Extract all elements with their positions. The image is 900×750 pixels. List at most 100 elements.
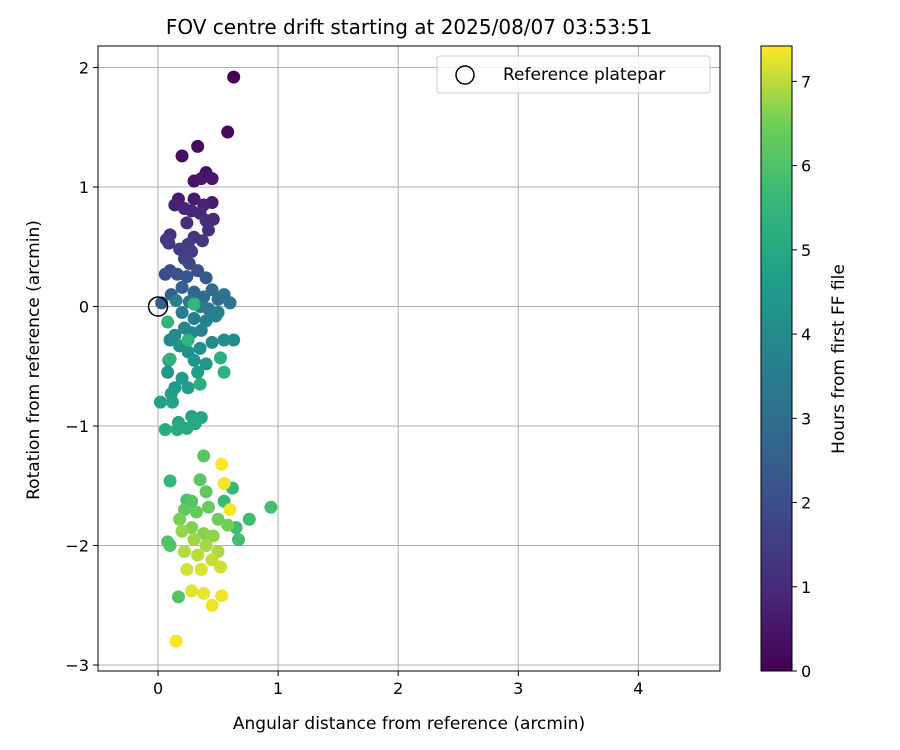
colorbar-tick-label: 0 <box>801 662 811 681</box>
data-point <box>171 590 185 604</box>
colorbar-tick-label: 3 <box>801 409 811 428</box>
data-point <box>180 216 194 230</box>
data-point <box>217 476 231 490</box>
data-point <box>187 311 201 325</box>
data-point <box>181 333 195 347</box>
data-point <box>205 335 219 349</box>
data-point <box>165 395 179 409</box>
colorbar-tick-label: 2 <box>801 494 811 513</box>
data-point <box>163 474 177 488</box>
data-point <box>213 560 227 574</box>
data-point <box>177 544 191 558</box>
y-tick-label: 1 <box>79 178 89 197</box>
data-point <box>227 70 241 84</box>
colorbar-tick-label: 4 <box>801 325 811 344</box>
data-point <box>158 267 172 281</box>
data-point <box>206 529 220 543</box>
chart-title: FOV centre drift starting at 2025/08/07 … <box>166 15 652 39</box>
data-point <box>187 192 201 206</box>
data-point <box>163 539 177 553</box>
data-point <box>209 309 223 323</box>
data-point <box>205 598 219 612</box>
data-point <box>187 533 201 547</box>
y-axis-label: Rotation from reference (arcmin) <box>24 220 44 500</box>
data-point <box>223 296 237 310</box>
data-point <box>169 294 183 308</box>
data-point <box>217 333 231 347</box>
data-point <box>215 589 229 603</box>
data-point <box>181 381 195 395</box>
data-point <box>231 533 245 547</box>
plot-frame <box>97 45 721 672</box>
data-point <box>180 421 194 435</box>
y-tick-label: −3 <box>65 656 89 675</box>
data-point <box>163 333 177 347</box>
data-point <box>213 351 227 365</box>
data-point <box>161 315 175 329</box>
data-point <box>185 584 199 598</box>
legend-marker-reference <box>455 65 475 85</box>
colorbar-label: Hours from first FF file <box>829 264 849 454</box>
data-point <box>173 512 187 526</box>
data-point <box>215 457 229 471</box>
x-axis-ticks: 0 1 2 3 4 <box>153 671 643 698</box>
y-tick-label: 2 <box>79 59 89 78</box>
x-axis-label: Angular distance from reference (arcmin) <box>233 714 585 734</box>
data-point <box>223 503 237 517</box>
legend: Reference platepar <box>436 55 711 94</box>
colorbar-gradient <box>760 45 793 672</box>
data-point <box>205 172 219 186</box>
data-point <box>175 149 189 163</box>
colorbar-tick-label: 1 <box>801 578 811 597</box>
data-point <box>197 449 211 463</box>
reference-marker <box>147 296 169 317</box>
legend-box <box>436 55 711 94</box>
data-point <box>191 365 205 379</box>
scatter-points <box>153 70 278 648</box>
data-point <box>189 505 203 519</box>
data-point <box>193 473 207 487</box>
data-point <box>221 518 235 532</box>
data-point <box>242 512 256 526</box>
data-point <box>211 512 225 526</box>
data-point <box>199 539 213 553</box>
data-point <box>187 353 201 367</box>
data-point <box>175 280 189 294</box>
data-point <box>199 271 213 285</box>
data-point <box>193 341 207 355</box>
data-point <box>194 172 208 186</box>
data-point <box>163 352 177 366</box>
y-axis-ticks: −3 −2 −1 0 1 2 <box>65 59 98 675</box>
data-point <box>205 283 219 297</box>
data-point <box>187 297 201 311</box>
colorbar-ticks: 0 1 2 3 4 5 6 7 <box>792 72 811 681</box>
data-point <box>153 395 167 409</box>
data-point <box>177 321 191 335</box>
x-tick-label: 4 <box>633 679 643 698</box>
data-point <box>264 500 278 514</box>
data-point <box>191 139 205 153</box>
data-point <box>217 365 231 379</box>
colorbar-tick-label: 5 <box>801 241 811 260</box>
data-point <box>180 562 194 576</box>
y-tick-label: −1 <box>65 417 89 436</box>
data-point <box>191 548 205 562</box>
data-point <box>175 524 189 538</box>
legend-label-reference: Reference platepar <box>503 65 665 85</box>
data-point <box>161 365 175 379</box>
data-point <box>199 357 213 371</box>
colorbar-tick-label: 7 <box>801 72 811 91</box>
x-tick-label: 0 <box>153 679 163 698</box>
reference-platepar-point <box>147 296 169 317</box>
data-point <box>180 270 194 284</box>
data-point <box>197 586 211 600</box>
data-point <box>158 423 172 437</box>
data-point <box>201 500 215 514</box>
x-tick-label: 2 <box>393 679 403 698</box>
x-tick-label: 3 <box>513 679 523 698</box>
data-point <box>227 333 241 347</box>
colorbar-tick-label: 6 <box>801 157 811 176</box>
data-point <box>175 305 189 319</box>
data-point <box>170 423 184 437</box>
